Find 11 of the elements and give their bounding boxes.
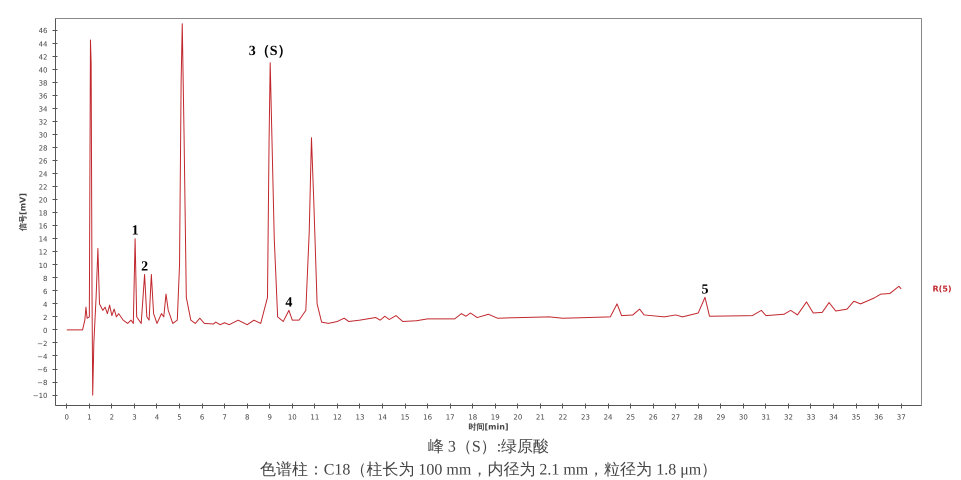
text: R(5)	[932, 284, 952, 294]
annotation: 3（S）	[248, 44, 292, 59]
annotation: 1	[132, 224, 139, 239]
x-axis-title: 时间[min]	[468, 422, 509, 432]
text: 峰 3（S）:绿原酸	[428, 438, 550, 456]
line-series	[66, 23, 902, 396]
text: 色谱柱：C18（柱长为 100 mm，内径为 2.1 mm，粒径为 1.8 μm）	[260, 460, 718, 478]
annotation: 2	[141, 260, 148, 275]
annotation: 5	[702, 282, 708, 298]
annotation: 4	[285, 295, 292, 310]
y-axis-title: 信号[mV]	[18, 193, 28, 232]
